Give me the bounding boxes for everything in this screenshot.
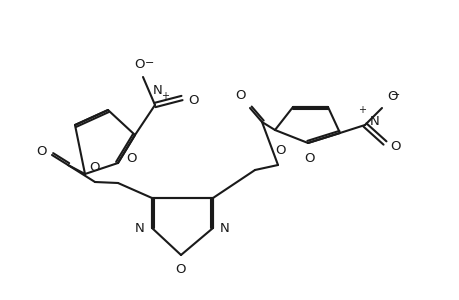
- Text: O: O: [389, 140, 400, 152]
- Text: O: O: [386, 90, 397, 103]
- Text: N: N: [135, 221, 145, 235]
- Text: O: O: [188, 94, 198, 106]
- Text: O: O: [235, 89, 246, 102]
- Text: O: O: [304, 152, 314, 165]
- Text: O: O: [275, 144, 285, 157]
- Text: +: +: [161, 91, 168, 101]
- Text: N: N: [153, 84, 162, 97]
- Text: N: N: [369, 115, 379, 128]
- Text: O: O: [134, 58, 145, 71]
- Text: −: −: [391, 90, 400, 100]
- Text: N: N: [219, 221, 229, 235]
- Text: +: +: [357, 105, 365, 115]
- Text: O: O: [36, 145, 47, 158]
- Text: −: −: [145, 58, 154, 68]
- Text: O: O: [90, 161, 100, 174]
- Text: O: O: [126, 152, 136, 164]
- Text: O: O: [175, 263, 186, 276]
